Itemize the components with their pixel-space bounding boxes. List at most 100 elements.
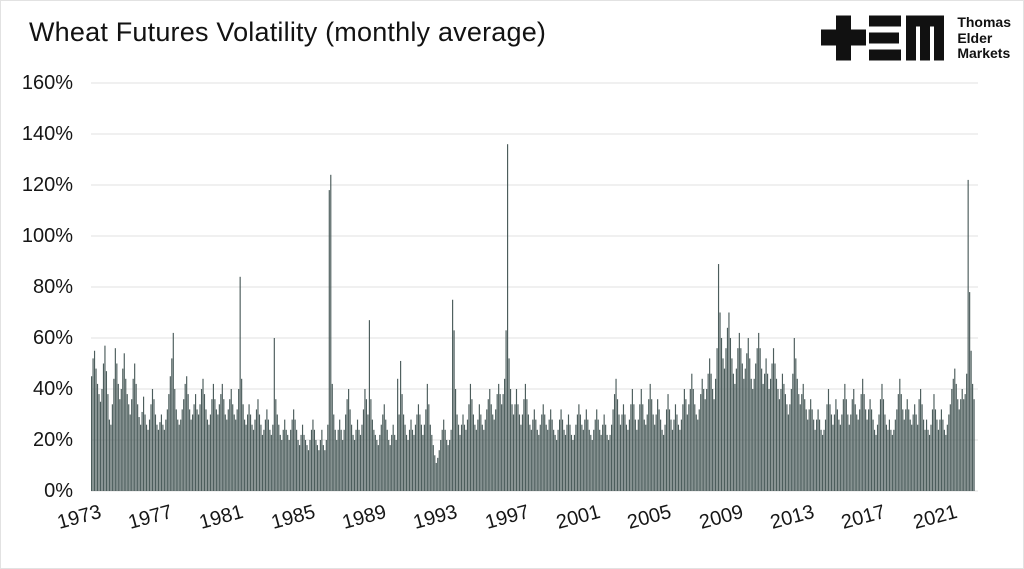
bar	[147, 429, 149, 491]
bar	[468, 404, 470, 491]
bar	[460, 424, 463, 491]
bar	[195, 394, 197, 491]
bar	[972, 383, 974, 491]
bar	[973, 399, 975, 491]
bar	[498, 383, 500, 491]
bar	[490, 404, 492, 491]
bar	[826, 404, 828, 491]
bar	[414, 424, 417, 491]
bar	[865, 409, 867, 491]
bar	[187, 394, 189, 491]
bar	[169, 376, 171, 491]
bar	[628, 419, 630, 491]
bar	[337, 429, 339, 491]
bar	[272, 424, 274, 491]
x-tick-label: 1973	[54, 501, 104, 534]
bar	[591, 440, 593, 491]
bar	[934, 409, 937, 491]
bar	[786, 404, 788, 491]
bar	[282, 429, 284, 491]
bar	[321, 429, 323, 491]
bar	[444, 429, 446, 491]
bar	[544, 414, 546, 491]
bar	[463, 424, 466, 491]
bar	[131, 399, 133, 491]
bar	[868, 409, 870, 491]
bar	[263, 429, 265, 491]
bar	[902, 409, 904, 491]
bar	[514, 404, 516, 491]
bar	[887, 429, 889, 491]
bar	[631, 389, 633, 491]
bar	[863, 394, 865, 491]
bar	[92, 358, 94, 491]
bar	[799, 404, 801, 491]
bar	[532, 419, 534, 491]
bar	[792, 373, 794, 491]
bar	[747, 338, 749, 491]
bar	[819, 419, 821, 491]
bar	[789, 404, 791, 491]
logo: Thomas Elder Markets	[821, 14, 1011, 62]
bar	[145, 424, 148, 491]
bar	[856, 414, 858, 491]
bar	[908, 409, 910, 491]
bar	[587, 419, 589, 491]
y-tick-label: 0%	[44, 480, 73, 502]
bar	[322, 445, 324, 491]
bar	[340, 429, 342, 491]
bar	[645, 424, 647, 491]
bar	[401, 394, 403, 491]
bar	[853, 389, 855, 491]
bar	[550, 409, 552, 491]
bar	[564, 434, 567, 491]
bar	[229, 399, 231, 491]
bar	[627, 429, 629, 491]
bar	[422, 434, 424, 491]
bar	[677, 424, 680, 491]
bar	[221, 383, 223, 491]
bar	[260, 424, 262, 491]
bar	[688, 404, 690, 491]
bar	[608, 440, 610, 491]
bar	[417, 404, 420, 491]
bar	[548, 419, 550, 491]
bar	[359, 434, 362, 491]
bar	[602, 424, 604, 491]
bar	[397, 378, 399, 491]
bar	[408, 429, 411, 491]
bar	[486, 409, 488, 491]
bar	[561, 419, 564, 491]
bar	[202, 378, 204, 491]
bar	[462, 414, 464, 491]
bar	[609, 434, 611, 491]
bar	[312, 419, 314, 491]
bar	[199, 404, 201, 491]
bar	[731, 358, 733, 491]
bar	[453, 330, 455, 491]
bar	[952, 378, 954, 491]
bar	[504, 378, 506, 491]
bar	[625, 424, 628, 491]
x-tick-label: 2013	[767, 501, 817, 534]
bar	[200, 389, 203, 491]
bar	[288, 440, 290, 491]
bar	[348, 389, 350, 491]
bar	[660, 419, 662, 491]
bar	[616, 399, 619, 491]
bar	[658, 409, 660, 491]
bar	[680, 419, 682, 491]
bar	[563, 429, 565, 491]
bar	[303, 434, 305, 491]
bar	[767, 373, 769, 491]
bar	[492, 414, 494, 491]
bar	[744, 368, 746, 491]
bar	[104, 345, 106, 491]
bar	[612, 409, 614, 491]
bar	[665, 409, 668, 491]
bar	[673, 419, 675, 491]
bar	[750, 378, 752, 491]
bar	[507, 144, 509, 491]
x-tick-label: 1997	[482, 501, 532, 534]
